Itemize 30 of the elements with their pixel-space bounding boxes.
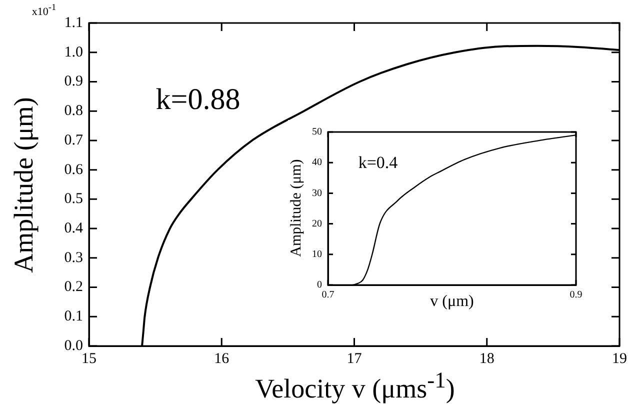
y-tick-label: 0.3 — [64, 250, 83, 266]
y-tick-label: 0.1 — [64, 308, 83, 325]
x-tick-label: 18 — [479, 350, 494, 367]
annotation: k=0.4 — [358, 153, 398, 173]
text: x10$^{-1}$ — [32, 2, 56, 18]
y-tick-label: 0 — [317, 280, 322, 291]
x-tick-label: 19 — [612, 350, 627, 367]
y-tick-label: 0.7 — [64, 132, 84, 148]
x-axis-title: Velocity v (μms$^{-1}$) — [255, 368, 455, 404]
y-tick-label: 1.1 — [64, 14, 83, 31]
x-tick-label: 15 — [82, 350, 96, 367]
x-tick-label: 17 — [346, 350, 362, 367]
x-tick-label: 16 — [214, 350, 230, 367]
y-tick-label: 1.0 — [64, 44, 83, 60]
y-axis-title: Amplitude (μm) — [288, 159, 306, 257]
y-tick-label: 0.8 — [64, 103, 83, 120]
annotation: k=0.88 — [156, 83, 240, 117]
y-tick-label: 40 — [312, 157, 322, 168]
y-tick-label: 0.4 — [64, 220, 84, 236]
y-tick-label: 0.0 — [64, 338, 83, 354]
y-tick-label: 0.5 — [64, 191, 83, 208]
y-tick-label: 0.2 — [64, 279, 83, 296]
y-tick-label: 0.6 — [64, 162, 84, 178]
x-axis-title: v (μm) — [430, 293, 474, 311]
y-axis-title: Amplitude (μm) — [8, 97, 40, 273]
y-tick-label: 30 — [312, 188, 322, 199]
y-tick-label: 20 — [312, 218, 322, 230]
y-tick-label: 10 — [312, 249, 322, 260]
y-tick-label: 50 — [312, 126, 322, 138]
y-tick-label: 0.9 — [64, 74, 83, 90]
